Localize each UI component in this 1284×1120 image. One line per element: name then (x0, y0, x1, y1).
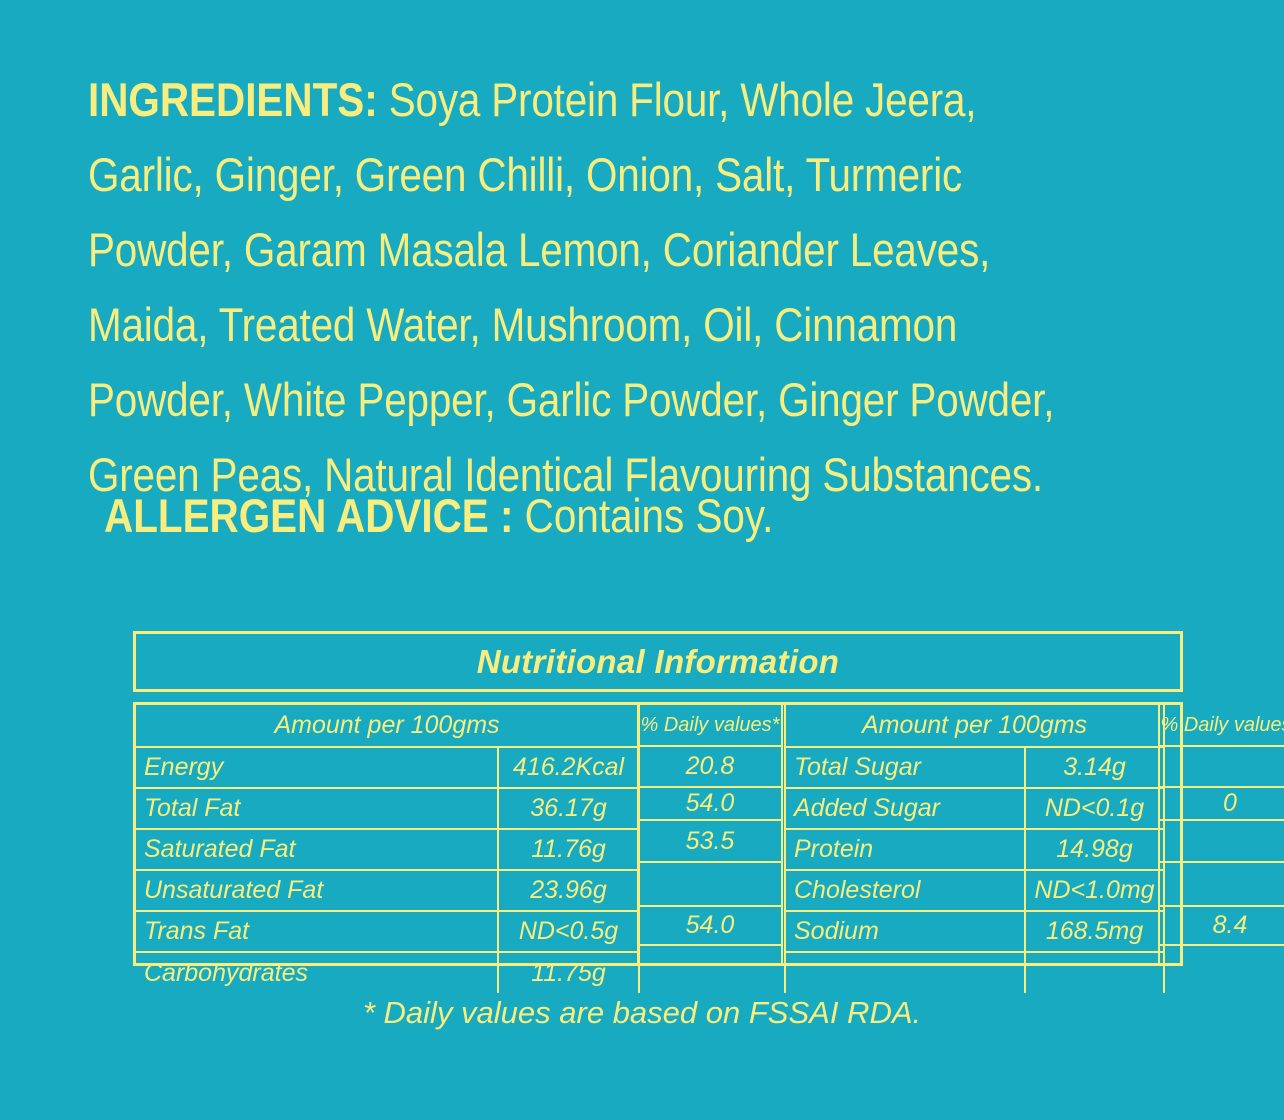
row-dv-spacer (639, 788, 785, 829)
row-dv-spacer (1164, 747, 1284, 788)
row-amount: 23.96g (497, 869, 640, 912)
header-amount-left: Amount per 100gms (136, 705, 640, 748)
allergen-advice-block: ALLERGEN ADVICE : Contains Soy. (104, 486, 773, 546)
header-amount-right: Amount per 100gms (784, 705, 1165, 748)
dv-left-col-left-border (637, 705, 639, 963)
row-label (784, 951, 1026, 993)
allergen-value: Contains Soy. (513, 489, 774, 542)
allergen-label: ALLERGEN ADVICE : (104, 489, 514, 542)
row-amount: 11.75g (497, 951, 640, 993)
row-amount: ND<0.1g (1024, 787, 1165, 830)
row-dv-spacer (639, 870, 785, 911)
table-header-row: Amount per 100gms Amount per 100gms (136, 705, 1284, 748)
ingredients-text: Soya Protein Flour, Whole Jeera, Garlic,… (88, 73, 1055, 501)
row-label: Carbohydrates (136, 951, 499, 993)
nutrition-grid: Amount per 100gms Amount per 100gms Ener… (133, 702, 1284, 993)
row-dv-spacer (639, 952, 785, 993)
dv-left-col-right-border (781, 705, 783, 963)
row-label: Energy (136, 746, 499, 789)
row-label: Saturated Fat (136, 828, 499, 871)
row-label: Total Fat (136, 787, 499, 830)
table-row: Total Fat 36.17g Added Sugar ND<0.1g (136, 787, 1284, 830)
header-dv-left-spacer (639, 705, 785, 747)
row-amount: 36.17g (497, 787, 640, 830)
row-label: Trans Fat (136, 910, 499, 953)
row-label: Protein (784, 828, 1026, 871)
row-label: Added Sugar (784, 787, 1026, 830)
row-dv-spacer (1164, 788, 1284, 829)
row-amount: 168.5mg (1024, 910, 1165, 953)
row-amount: 3.14g (1024, 746, 1165, 789)
row-dv-spacer (1164, 829, 1284, 870)
table-row: Energy 416.2Kcal Total Sugar 3.14g (136, 746, 1284, 789)
table-row: Saturated Fat 11.76g Protein 14.98g (136, 828, 1284, 871)
row-amount (1024, 951, 1165, 993)
nutrition-title: Nutritional Information (476, 642, 840, 680)
row-amount: ND<1.0mg (1024, 869, 1165, 912)
row-dv-spacer (639, 747, 785, 788)
table-row: Carbohydrates 11.75g (136, 951, 1284, 993)
nutrition-title-box: Nutritional Information (133, 631, 1183, 692)
row-label: Sodium (784, 910, 1026, 953)
row-dv-spacer (639, 911, 785, 952)
row-label: Unsaturated Fat (136, 869, 499, 912)
row-amount: ND<0.5g (497, 910, 640, 953)
table-row: Trans Fat ND<0.5g Sodium 168.5mg (136, 910, 1284, 953)
row-dv-spacer (639, 829, 785, 870)
header-dv-right-spacer (1164, 705, 1284, 747)
daily-values-footnote: * Daily values are based on FSSAI RDA. (362, 995, 922, 1030)
row-dv-spacer (1164, 870, 1284, 911)
ingredients-block: INGREDIENTS: Soya Protein Flour, Whole J… (88, 62, 1094, 512)
ingredients-label: INGREDIENTS: (88, 73, 378, 126)
row-dv-spacer (1164, 911, 1284, 952)
row-label: Cholesterol (784, 869, 1026, 912)
row-amount: 11.76g (497, 828, 640, 871)
nutritional-information-table: Nutritional Information Amount per 100gm… (133, 631, 1284, 993)
nutrition-data-table: Amount per 100gms Amount per 100gms Ener… (136, 705, 1284, 993)
row-amount: 14.98g (1024, 828, 1165, 871)
row-dv-spacer (1164, 952, 1284, 993)
row-amount: 416.2Kcal (497, 746, 640, 789)
dv-right-col-left-border (1158, 705, 1160, 963)
row-label: Total Sugar (784, 746, 1026, 789)
table-row: Unsaturated Fat 23.96g Cholesterol ND<1.… (136, 869, 1284, 912)
